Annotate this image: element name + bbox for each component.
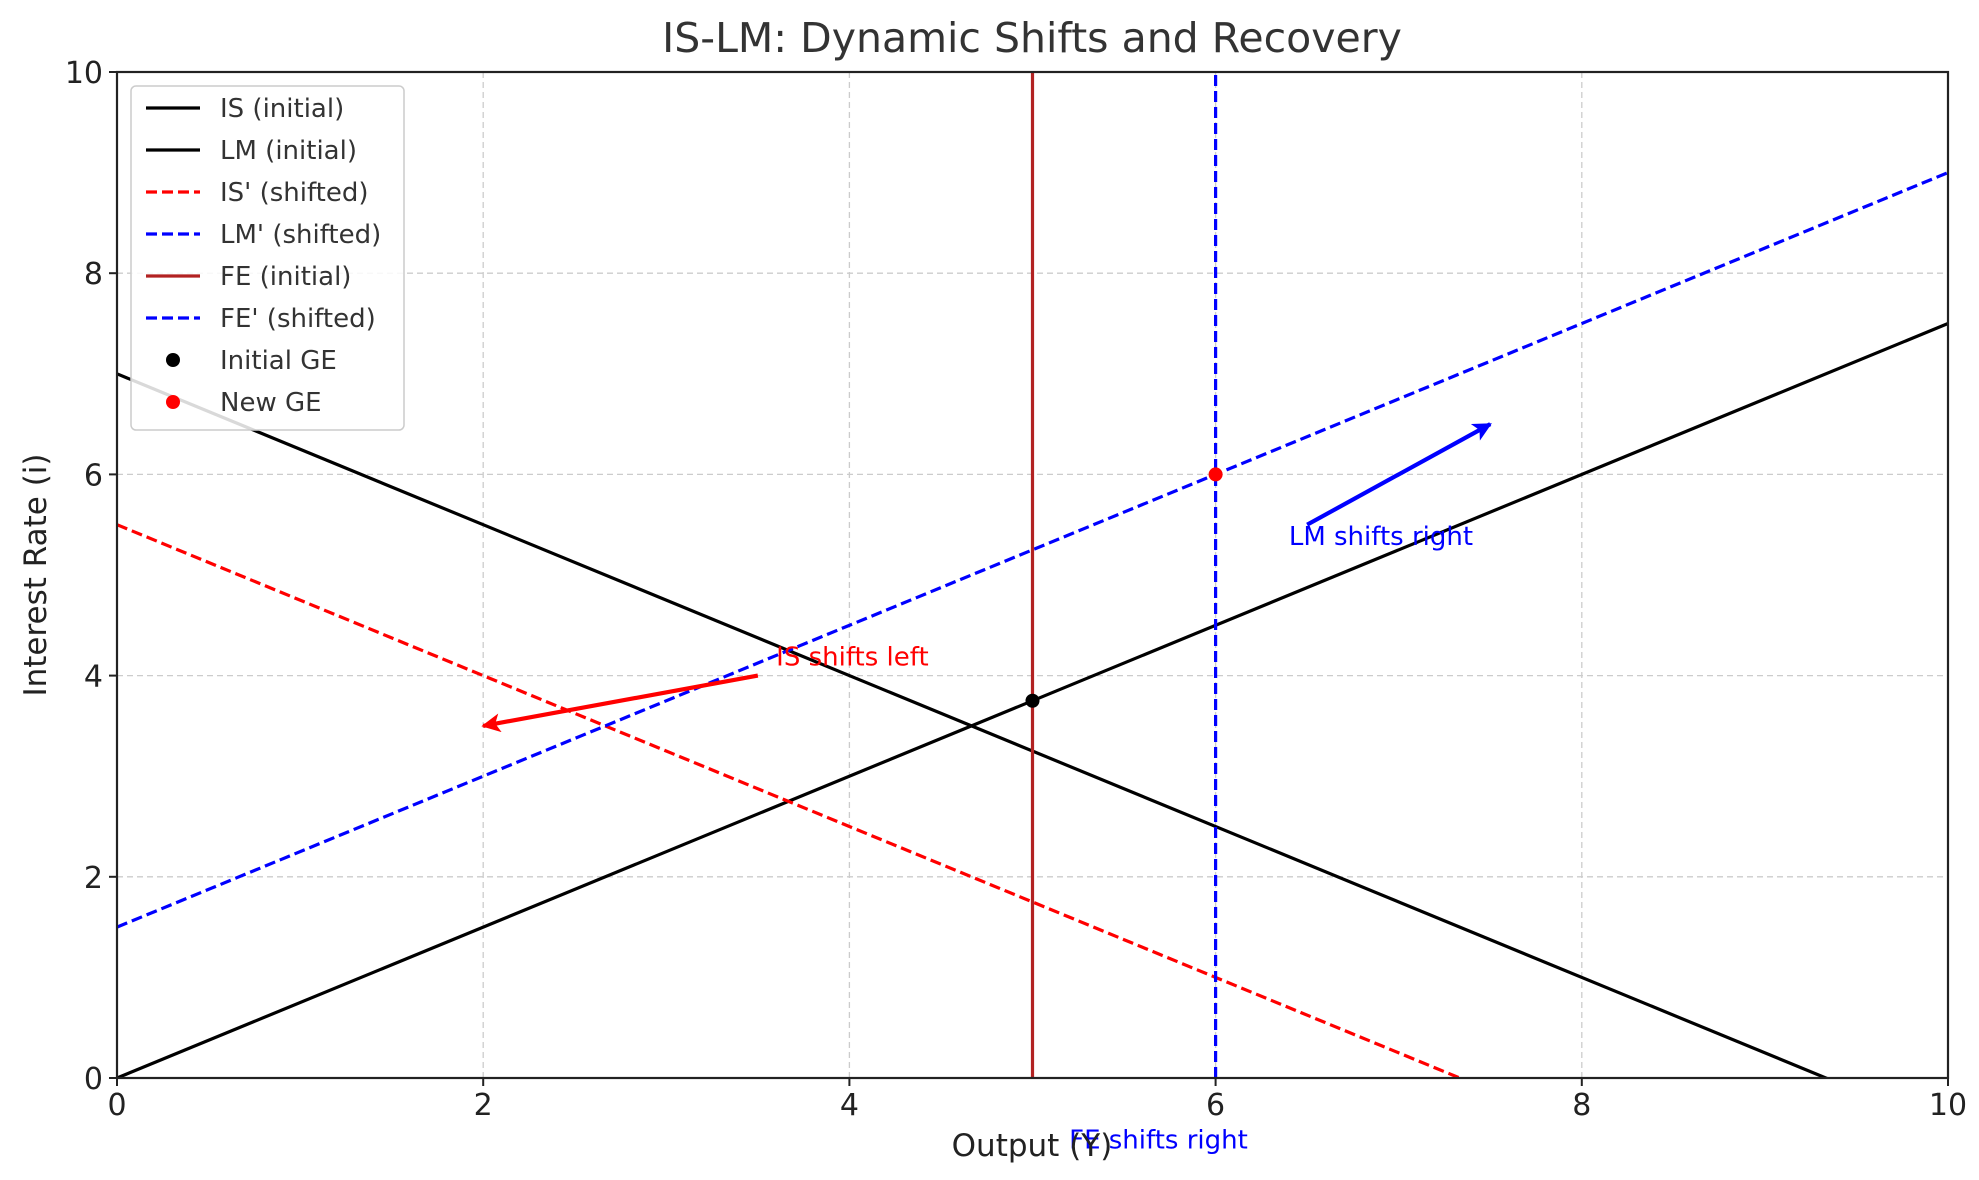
legend-label-fe2: FE' (shifted): [220, 304, 376, 334]
legend-label-lm2: LM' (shifted): [220, 220, 381, 250]
y-tick-label: 10: [65, 56, 103, 91]
y-tick-label: 8: [84, 257, 103, 292]
x-tick-label: 0: [107, 1088, 126, 1123]
series-line-lm2: [117, 171, 1948, 929]
annotations: IS shifts left LM shifts right FE shifts r…: [481, 422, 1492, 1155]
legend-swatch-new-ge: [166, 395, 180, 409]
legend-box: [130, 85, 405, 431]
legend-label-lm: LM (initial): [220, 136, 357, 166]
annotation-is-shifts-left: IS shifts left: [776, 643, 929, 673]
y-tick-label: 2: [84, 861, 103, 896]
plot-series: [117, 72, 1948, 1078]
y-axis-label: Interest Rate (i): [18, 453, 54, 696]
legend-label-is: IS (initial): [220, 94, 344, 124]
y-tick-label: 6: [84, 458, 103, 493]
legend-label-initial-ge: Initial GE: [220, 346, 337, 376]
legend-label-is2: IS' (shifted): [220, 178, 369, 208]
x-tick-label: 4: [840, 1088, 859, 1123]
series-line-is2: [117, 523, 1464, 1078]
legend-swatch-initial-ge: [166, 353, 180, 367]
y-tick-label: 0: [84, 1062, 103, 1097]
y-tick-label: 4: [84, 660, 103, 695]
plot-points: [1025, 467, 1223, 708]
x-tick-label: 10: [1929, 1088, 1967, 1123]
x-tick-label: 2: [474, 1088, 493, 1123]
arrow-lm-shifts-right: [1306, 422, 1492, 527]
axis-ticks: 0 2 4 6 8 10 0 2 4 6 8 10: [65, 56, 1967, 1123]
plot-frame: [115, 70, 1950, 1080]
legend-label-fe: FE (initial): [220, 262, 351, 292]
annotation-lm-shifts-right: LM shifts right: [1289, 522, 1473, 552]
x-axis-label: Output (Y): [952, 1128, 1113, 1164]
x-tick-label: 6: [1206, 1088, 1225, 1123]
legend-label-new-ge: New GE: [220, 388, 322, 418]
annotation-fe-shifts-right: FE shifts right: [1069, 1125, 1248, 1155]
legend: IS (initial) LM (initial) IS' (shifted) LM'…: [130, 85, 405, 431]
chart-title: IS-LM: Dynamic Shifts and Recovery: [662, 14, 1402, 62]
point-new-ge: [1208, 467, 1223, 482]
arrow-is-shifts-left: [481, 673, 759, 733]
x-tick-label: 8: [1572, 1088, 1591, 1123]
point-initial-ge: [1025, 693, 1040, 708]
